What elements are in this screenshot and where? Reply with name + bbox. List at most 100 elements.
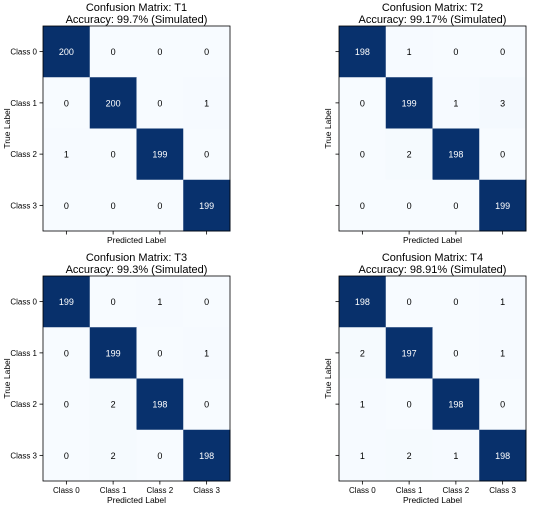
heatmap-cell <box>136 429 184 482</box>
heatmap-cell <box>43 26 91 78</box>
x-axis-label: Predicted Label <box>403 235 462 245</box>
heatmap-cell <box>479 179 527 232</box>
cell-value-label: 1 <box>500 348 505 358</box>
cell-value-label: 1 <box>64 150 69 160</box>
cell-value-label: 0 <box>157 451 162 461</box>
cell-value-label: 199 <box>152 150 167 160</box>
x-tick-label: Class 1 <box>100 486 127 495</box>
chart-title: Confusion Matrix: T4 <box>382 252 483 264</box>
cell-value-label: 0 <box>407 297 412 307</box>
cell-value-label: 198 <box>355 297 370 307</box>
x-axis-label: Predicted Label <box>107 495 166 505</box>
cell-value-label: 0 <box>111 47 116 57</box>
heatmap-cell <box>89 429 137 482</box>
cell-value-label: 1 <box>204 98 209 108</box>
heatmap-cell <box>43 429 91 482</box>
chart-title: Confusion Matrix: T2 <box>382 2 483 14</box>
heatmap-cell <box>432 276 480 328</box>
cell-value-label: 0 <box>204 297 209 307</box>
cell-value-label: 198 <box>152 400 167 410</box>
cell-value-label: 0 <box>360 201 365 211</box>
cell-value-label: 3 <box>500 98 505 108</box>
cell-value-label: 0 <box>453 297 458 307</box>
chart-subtitle: Accuracy: 98.91% (Simulated) <box>359 264 507 276</box>
y-tick-label: Class 2 <box>10 150 37 159</box>
cell-value-label: 1 <box>204 348 209 358</box>
chart-subtitle: Accuracy: 99.7% (Simulated) <box>66 14 208 26</box>
heatmap-cell <box>385 128 433 181</box>
axes-frame <box>42 25 231 232</box>
heatmap-cell <box>89 378 137 431</box>
heatmap-cell <box>479 327 527 379</box>
heatmap-cell <box>183 77 231 129</box>
x-tick-label: Class 1 <box>396 486 423 495</box>
heatmap-cell <box>385 327 433 379</box>
heatmap-cell <box>339 276 387 328</box>
cell-value-label: 1 <box>157 297 162 307</box>
cell-value-label: 199 <box>59 297 74 307</box>
y-axis-label: True Label <box>2 358 12 398</box>
cell-value-label: 198 <box>495 451 510 461</box>
heatmap-cell <box>385 276 433 328</box>
heatmap-cell <box>43 179 91 232</box>
cell-value-label: 0 <box>157 98 162 108</box>
confusion-matrix-panel-1: 200 0 0 0 0 200 0 1 1 0 199 0 0 0 0 199 Confusion Matrix… <box>2 2 231 245</box>
heatmap-cell <box>183 128 231 181</box>
axes-frame <box>42 275 231 482</box>
heatmap-cell <box>432 128 480 181</box>
heatmap-cell <box>183 179 231 232</box>
heatmap-cell <box>136 128 184 181</box>
y-axis-label: True Label <box>323 108 333 148</box>
heatmap-cell <box>89 128 137 181</box>
cell-value-label: 0 <box>64 451 69 461</box>
cell-value-label: 199 <box>106 348 121 358</box>
heatmap-cell <box>479 276 527 328</box>
y-tick-label: Class 2 <box>10 400 37 409</box>
y-axis-label: True Label <box>323 358 333 398</box>
heatmap-cell <box>479 77 527 129</box>
heatmap-cell <box>136 327 184 379</box>
heatmap-cell <box>432 77 480 129</box>
x-tick-label: Class 2 <box>147 486 174 495</box>
cell-value-label: 2 <box>111 451 116 461</box>
heatmap-cell <box>339 26 387 78</box>
heatmap-cell <box>43 327 91 379</box>
heatmap-cell <box>339 179 387 232</box>
cell-value-label: 0 <box>204 47 209 57</box>
chart-title: Confusion Matrix: T1 <box>86 2 187 14</box>
cell-value-label: 0 <box>360 98 365 108</box>
cell-value-label: 199 <box>199 201 214 211</box>
heatmap-cell <box>43 378 91 431</box>
heatmap-cell <box>479 378 527 431</box>
cell-value-label: 198 <box>355 47 370 57</box>
heatmap-cell <box>385 429 433 482</box>
heatmap-cell <box>43 77 91 129</box>
y-tick-label: Class 1 <box>10 349 37 358</box>
heatmap-cell <box>183 378 231 431</box>
confusion-matrix-panel-3: 199 0 1 0 0 199 0 1 0 2 198 0 0 2 0 198 Confusion Matrix… <box>2 252 231 505</box>
x-axis-label: Predicted Label <box>107 235 166 245</box>
heatmap-cell <box>136 77 184 129</box>
cell-value-label: 0 <box>64 201 69 211</box>
axes-frame <box>338 25 527 232</box>
y-tick-label: Class 3 <box>10 451 37 460</box>
heatmap-cell <box>136 276 184 328</box>
heatmap-cell <box>432 26 480 78</box>
heatmap-cell <box>339 128 387 181</box>
cell-value-label: 0 <box>204 150 209 160</box>
cell-value-label: 0 <box>453 201 458 211</box>
x-tick-label: Class 0 <box>53 486 80 495</box>
heatmap-cell <box>183 429 231 482</box>
x-tick-label: Class 2 <box>443 486 470 495</box>
heatmap-cell <box>136 26 184 78</box>
x-tick-label: Class 0 <box>349 486 376 495</box>
cell-value-label: 0 <box>407 201 412 211</box>
cell-value-label: 0 <box>500 150 505 160</box>
heatmap-cell <box>432 179 480 232</box>
y-tick-label: Class 0 <box>10 48 37 57</box>
heatmap-cell <box>43 128 91 181</box>
axes-frame <box>338 275 527 482</box>
heatmap-cell <box>339 429 387 482</box>
heatmap-cell <box>339 378 387 431</box>
